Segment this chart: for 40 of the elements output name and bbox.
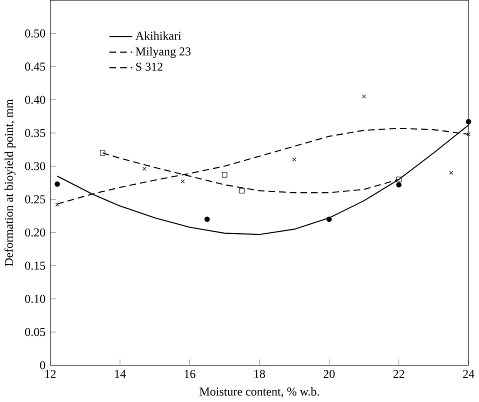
y-tick-label: 0.30 (25, 162, 46, 170)
line-series (102, 152, 400, 194)
x-tick-label: 14 (115, 370, 126, 378)
point (239, 188, 245, 194)
y-tick-label: 0 (40, 361, 46, 370)
x-tick-label: 24 (463, 370, 474, 378)
point (204, 216, 210, 222)
y-tick-label: 0.05 (25, 328, 46, 336)
point (449, 170, 454, 175)
point (54, 182, 60, 187)
y-axis-title: Deformation at bioyield point, mm (4, 99, 16, 266)
y-tick-label: 0.15 (25, 262, 46, 270)
y-tick-label: 0.25 (25, 195, 46, 204)
x-tick-label: 20 (324, 370, 335, 378)
legend-label: Milyang 23 (136, 47, 191, 58)
x-tick-label: 18 (254, 370, 265, 378)
x-tick-label: 16 (184, 370, 196, 378)
legend-label: S 312 (136, 62, 162, 71)
x-axis-title: Moisture content, % w.b. (200, 387, 319, 398)
point (396, 182, 402, 188)
y-tick-label: 0.20 (25, 228, 46, 237)
y-tick-label: 0.35 (25, 129, 46, 138)
point (466, 119, 472, 124)
x-tick-label: 22 (393, 370, 404, 378)
x-tick-label: 12 (45, 370, 56, 378)
point (326, 216, 332, 222)
legend-label: Akihikari (136, 32, 182, 40)
y-tick-label: 0.45 (25, 62, 46, 71)
point (396, 176, 402, 182)
point (142, 166, 146, 171)
y-tick-label: 0.50 (25, 29, 46, 38)
point (100, 150, 106, 156)
point (362, 94, 366, 99)
point (180, 180, 185, 184)
y-tick-label: 0.10 (25, 294, 46, 304)
point (55, 202, 60, 207)
point (292, 158, 296, 162)
point (222, 172, 228, 178)
point (466, 132, 471, 136)
y-tick-label: 0.40 (25, 96, 46, 104)
